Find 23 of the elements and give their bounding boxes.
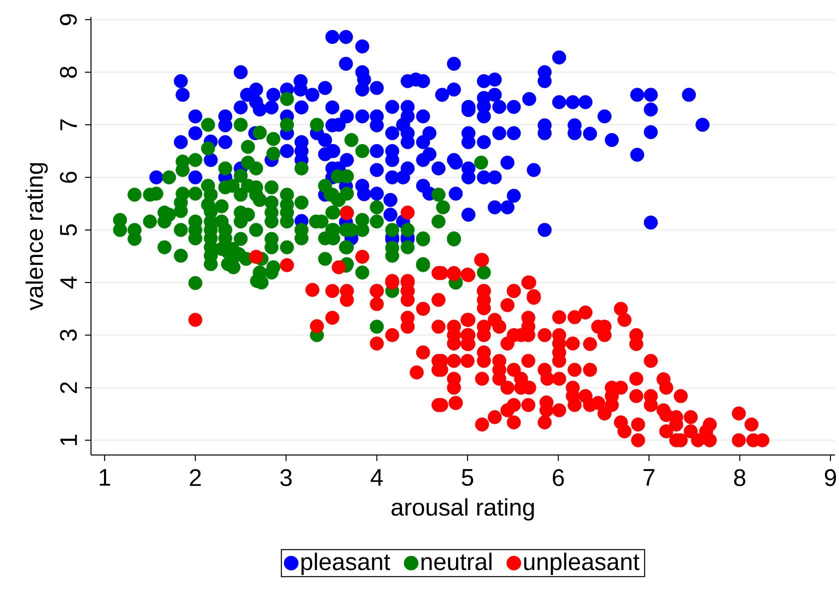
x-tick-label: 2: [190, 469, 201, 486]
y-tick-label: 6: [60, 172, 77, 183]
x-tick-label: 5: [462, 469, 474, 486]
y-tick-label: 8: [60, 66, 77, 78]
x-tick-label: 9: [824, 469, 836, 486]
legend-label: neutral: [422, 552, 492, 570]
y-tick-label: 2: [60, 382, 77, 394]
legend-label: pleasant: [302, 552, 390, 575]
y-tick-label: 7: [60, 119, 77, 130]
x-tick-label: 4: [370, 469, 383, 486]
x-tick-label: 6: [552, 469, 564, 486]
y-axis-title: valence rating: [25, 163, 48, 310]
x-tick-label: 1: [100, 469, 110, 486]
x-tick-label: 8: [734, 469, 746, 486]
y-tick-label: 9: [60, 14, 77, 26]
y-tick-label: 5: [60, 224, 77, 236]
x-axis-title: arousal rating: [392, 498, 534, 521]
y-tick-label: 4: [60, 276, 77, 289]
x-tick-label: 7: [644, 469, 654, 486]
y-tick-label: 1: [60, 434, 77, 446]
y-tick-label: 3: [60, 330, 77, 341]
x-tick-label: 3: [280, 469, 292, 486]
legend-label: unpleasant: [524, 552, 640, 575]
